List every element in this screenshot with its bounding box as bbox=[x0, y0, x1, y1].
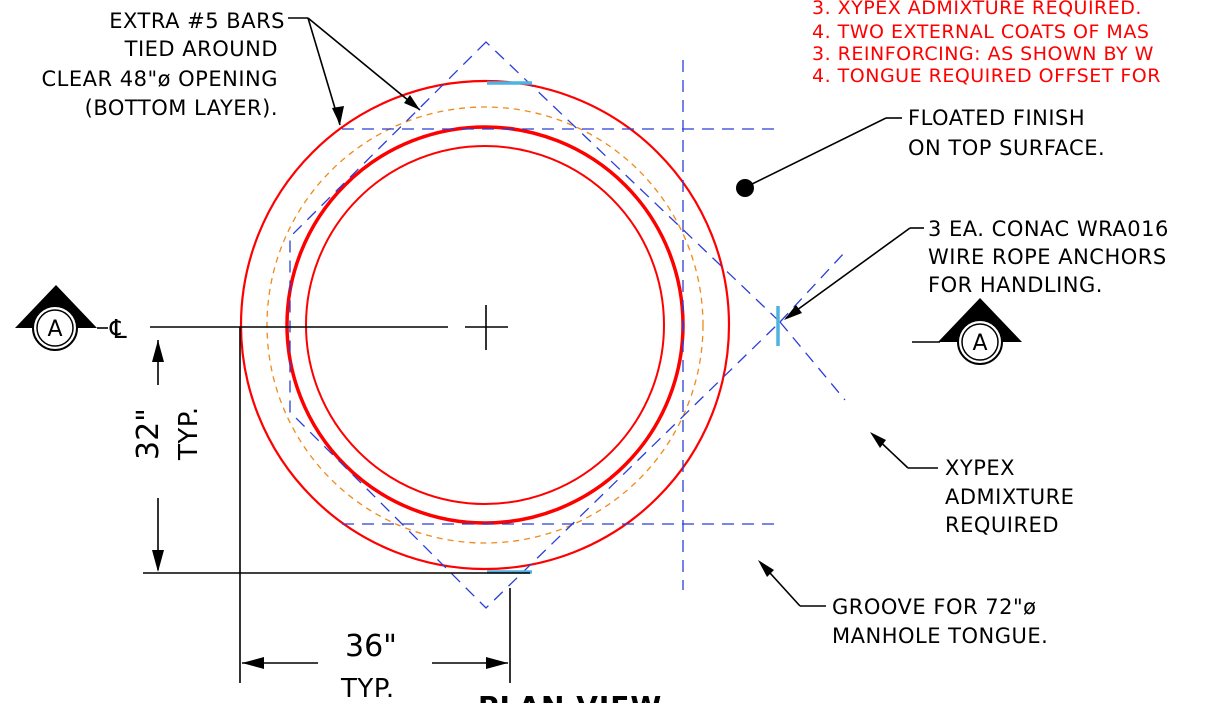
section-marker-right: A bbox=[912, 298, 1022, 365]
note-2: 4. TWO EXTERNAL COATS OF MAS bbox=[812, 21, 1149, 43]
wire-rope-anchors bbox=[487, 81, 780, 574]
extra-bars-callout: EXTRA #5 BARS TIED AROUND CLEAR 48"ø OPE… bbox=[41, 9, 421, 126]
dimension-32-typ: TYP. bbox=[174, 406, 204, 461]
extra-bars-line-4: (BOTTOM LAYER). bbox=[85, 96, 278, 120]
general-notes: 3. XYPEX ADMIXTURE REQUIRED. 4. TWO EXTE… bbox=[812, 0, 1161, 87]
opening-outer-circle bbox=[285, 125, 685, 525]
anchors-line-2: WIRE ROPE ANCHORS bbox=[928, 245, 1167, 269]
centerline-symbol: ℄ bbox=[109, 315, 127, 345]
anchors-line-1: 3 EA. CONAC WRA016 bbox=[928, 217, 1169, 241]
center-mark bbox=[465, 305, 508, 350]
anchors-line-3: FOR HANDLING. bbox=[928, 273, 1103, 297]
extra-bars-line-3: CLEAR 48"ø OPENING bbox=[41, 67, 278, 91]
floated-finish-callout: FLOATED FINISH ON TOP SURFACE. bbox=[736, 106, 1105, 197]
finish-dot bbox=[736, 179, 754, 197]
slab-outer-edge bbox=[239, 79, 731, 571]
groove-callout: GROOVE FOR 72"ø MANHOLE TONGUE. bbox=[758, 560, 1048, 648]
view-title: PLAN VIEW bbox=[478, 690, 662, 703]
tongue-groove bbox=[266, 106, 704, 544]
note-3: 3. REINFORCING: AS SHOWN BY W bbox=[812, 43, 1154, 65]
note-4: 4. TONGUE REQUIRED OFFSET FOR bbox=[812, 65, 1161, 87]
dimension-36-typ: TYP. bbox=[340, 674, 395, 703]
section-letter-left: A bbox=[47, 317, 62, 342]
floated-finish-line-2: ON TOP SURFACE. bbox=[908, 136, 1105, 160]
xypex-line-3: REQUIRED bbox=[945, 513, 1059, 537]
dimension-horizontal: 36" TYP. bbox=[239, 327, 511, 703]
dimension-32: 32" bbox=[131, 408, 166, 460]
floated-finish-line-1: FLOATED FINISH bbox=[908, 106, 1085, 130]
diamond-bars bbox=[289, 41, 781, 609]
extra-bars-line-1: EXTRA #5 BARS bbox=[109, 9, 285, 33]
opening-inner-circle bbox=[305, 145, 665, 505]
section-letter-right: A bbox=[972, 331, 987, 356]
xypex-callout: XYPEX ADMIXTURE REQUIRED bbox=[870, 432, 1074, 537]
anchor-bar-upper bbox=[779, 251, 846, 323]
groove-line-2: MANHOLE TONGUE. bbox=[832, 624, 1048, 648]
section-marker-left: A bbox=[15, 285, 108, 351]
groove-line-1: GROOVE FOR 72"ø bbox=[832, 595, 1036, 619]
anchor-bar-lower bbox=[779, 321, 846, 401]
dimension-36: 36" bbox=[345, 629, 397, 664]
extra-bars-line-2: TIED AROUND bbox=[124, 37, 278, 61]
xypex-line-1: XYPEX bbox=[945, 456, 1015, 480]
dimension-vertical: 32" TYP. bbox=[131, 340, 530, 574]
note-1: 3. XYPEX ADMIXTURE REQUIRED. bbox=[812, 0, 1142, 19]
reinforcing-bars bbox=[289, 41, 846, 609]
xypex-line-2: ADMIXTURE bbox=[945, 485, 1074, 509]
anchors-callout: 3 EA. CONAC WRA016 WIRE ROPE ANCHORS FOR… bbox=[784, 217, 1169, 320]
